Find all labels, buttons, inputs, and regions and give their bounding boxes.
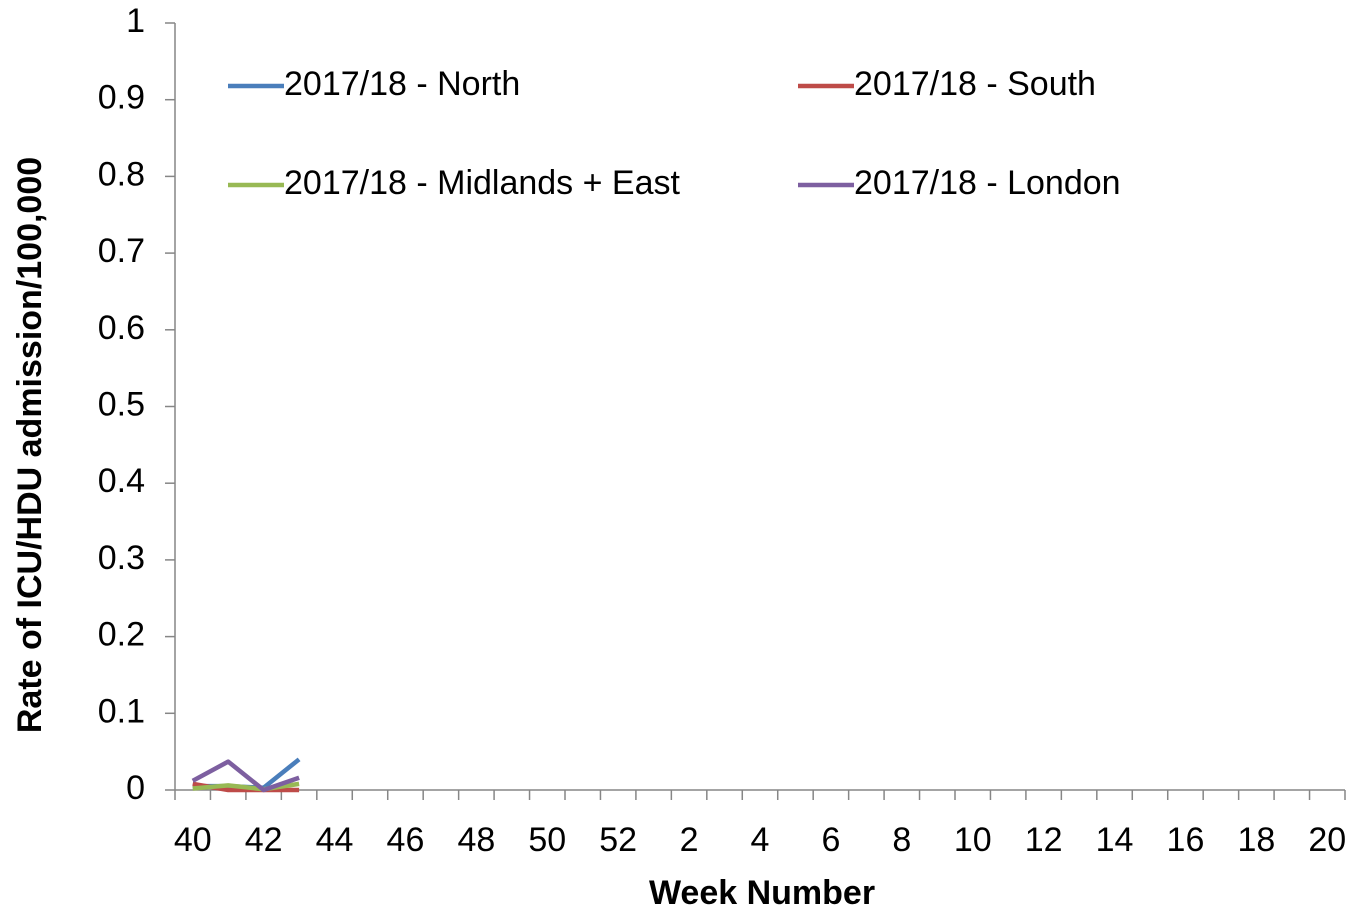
x-tick-label: 8 xyxy=(892,821,911,859)
x-tick-label: 14 xyxy=(1096,821,1134,859)
series-line xyxy=(192,781,300,792)
legend-label: 2017/18 - Midlands + East xyxy=(284,164,681,202)
x-tick-label: 6 xyxy=(821,821,840,859)
y-tick-label: 0.6 xyxy=(98,309,145,347)
x-tick-label: 42 xyxy=(245,821,283,859)
x-tick-label: 12 xyxy=(1025,821,1063,859)
y-tick-label: 0 xyxy=(126,769,145,807)
x-tick-label: 4 xyxy=(751,821,770,859)
y-tick-label: 0.5 xyxy=(98,385,145,423)
x-tick-label: 40 xyxy=(174,821,212,859)
x-tick-label: 18 xyxy=(1237,821,1275,859)
y-tick-label: 1 xyxy=(126,2,145,40)
x-tick-label: 52 xyxy=(599,821,637,859)
x-tick-label: 10 xyxy=(954,821,992,859)
x-tick-label: 50 xyxy=(528,821,566,859)
x-tick-label: 20 xyxy=(1308,821,1346,859)
series-line xyxy=(191,759,300,793)
y-tick-label: 0.7 xyxy=(98,232,145,270)
x-tick-label: 44 xyxy=(316,821,354,859)
y-tick-label: 0.3 xyxy=(98,539,145,577)
y-tick-label: 0.2 xyxy=(98,616,145,654)
legend-label: 2017/18 - South xyxy=(854,65,1096,103)
legend-label: 2017/18 - London xyxy=(854,164,1121,202)
x-tick-label: 16 xyxy=(1167,821,1205,859)
legend-label: 2017/18 - North xyxy=(284,65,520,103)
y-tick-label: 0.1 xyxy=(98,692,145,730)
x-tick-label: 46 xyxy=(387,821,425,859)
y-tick-label: 0.4 xyxy=(98,462,145,500)
y-axis-title: Rate of ICU/HDU admission/100,000 xyxy=(11,157,49,733)
y-tick-label: 0.8 xyxy=(98,155,145,193)
x-tick-label: 2 xyxy=(680,821,699,859)
x-axis-title: Week Number xyxy=(649,874,875,912)
y-tick-label: 0.9 xyxy=(98,79,145,117)
x-tick-label: 48 xyxy=(457,821,495,859)
